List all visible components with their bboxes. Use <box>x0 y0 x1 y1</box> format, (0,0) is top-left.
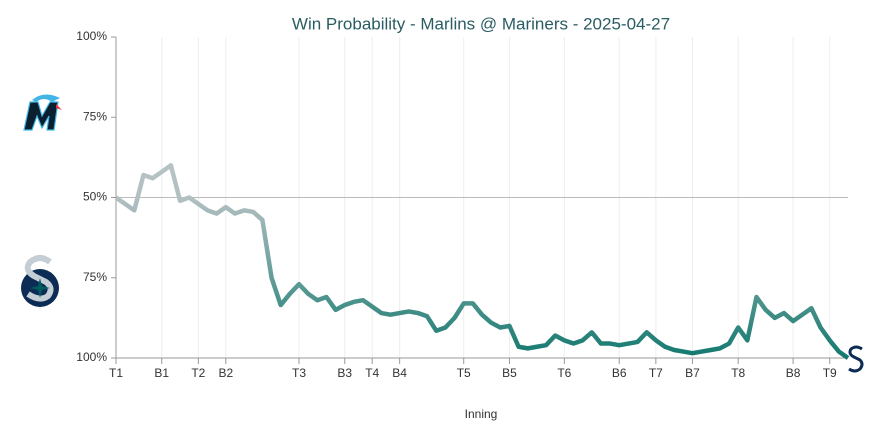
y-tick-label: 100% <box>76 350 107 364</box>
y-tick-label: 75% <box>83 270 107 284</box>
x-tick-label: T2 <box>191 366 205 380</box>
y-tick-label: 100% <box>76 29 107 43</box>
win-probability-line <box>114 163 850 360</box>
chart-title: Win Probability - Marlins @ Mariners - 2… <box>292 14 670 33</box>
y-tick-label: 75% <box>83 109 107 123</box>
x-tick-label: B8 <box>786 366 801 380</box>
x-tick-label: B3 <box>337 366 352 380</box>
x-tick-label: B7 <box>685 366 700 380</box>
x-tick-label: T5 <box>457 366 471 380</box>
mariners-logo <box>21 255 59 307</box>
x-tick-label: B4 <box>392 366 407 380</box>
x-tick-label: T7 <box>649 366 663 380</box>
x-tick-label: B1 <box>154 366 169 380</box>
x-tick-label: T3 <box>292 366 306 380</box>
marlins-logo <box>23 94 62 131</box>
x-tick-label: B5 <box>502 366 517 380</box>
x-tick-label: B2 <box>218 366 233 380</box>
x-tick-label: T6 <box>557 366 571 380</box>
x-tick-label: T9 <box>823 366 837 380</box>
x-tick-label: T8 <box>731 366 745 380</box>
x-tick-label: T1 <box>109 366 123 380</box>
y-tick-label: 50% <box>83 190 107 204</box>
x-tick-label: B6 <box>612 366 627 380</box>
x-axis-label: Inning <box>465 407 498 421</box>
mariners-end-logo <box>848 345 864 373</box>
x-tick-label: T4 <box>365 366 379 380</box>
